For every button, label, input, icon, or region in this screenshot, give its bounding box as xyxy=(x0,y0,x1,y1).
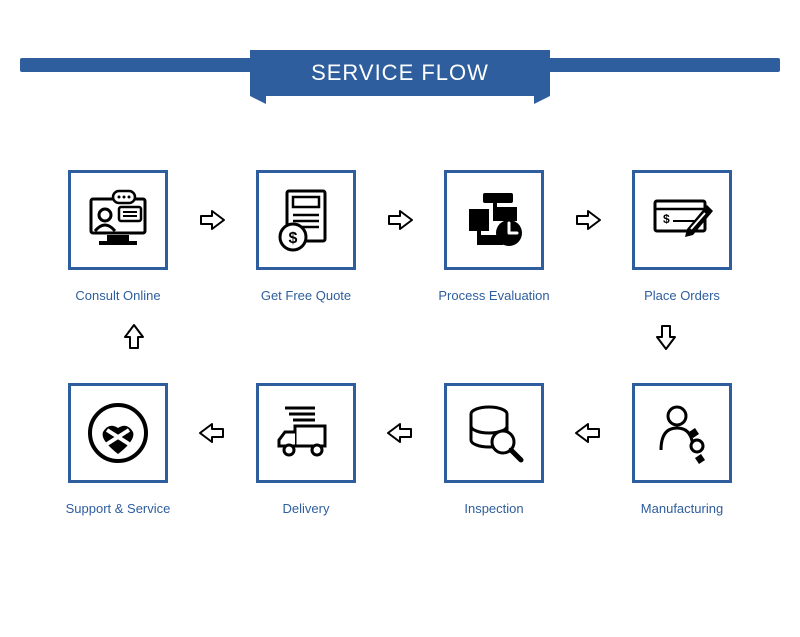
step-place-orders: Place Orders xyxy=(617,170,747,303)
step-label: Place Orders xyxy=(644,288,720,303)
step-consult-online: Consult Online xyxy=(53,170,183,303)
flow-row-2: Support & Service Delivery Inspection Ma… xyxy=(0,383,800,516)
card xyxy=(632,170,732,270)
card xyxy=(256,383,356,483)
step-label: Manufacturing xyxy=(641,501,723,516)
step-delivery: Delivery xyxy=(241,383,371,516)
card xyxy=(444,383,544,483)
arrow-left-icon xyxy=(383,383,417,483)
process-icon xyxy=(459,185,529,255)
arrow-left-icon xyxy=(195,383,229,483)
arrow-right-icon xyxy=(195,170,229,270)
card xyxy=(256,170,356,270)
step-label: Consult Online xyxy=(75,288,160,303)
title-banner: SERVICE FLOW xyxy=(0,50,800,105)
card xyxy=(444,170,544,270)
flow-row-1: Consult Online Get Free Quote Process Ev… xyxy=(0,170,800,303)
step-support-service: Support & Service xyxy=(53,383,183,516)
arrow-right-icon xyxy=(383,170,417,270)
arrow-up-icon xyxy=(119,322,149,352)
page-title: SERVICE FLOW xyxy=(250,50,550,96)
arrow-down-icon xyxy=(651,322,681,352)
inspection-icon xyxy=(459,398,529,468)
step-label: Get Free Quote xyxy=(261,288,351,303)
step-label: Inspection xyxy=(464,501,523,516)
step-label: Delivery xyxy=(283,501,330,516)
card xyxy=(632,383,732,483)
service-flow-diagram: Consult Online Get Free Quote Process Ev… xyxy=(0,170,800,516)
quote-icon xyxy=(271,185,341,255)
support-icon xyxy=(83,398,153,468)
card xyxy=(68,383,168,483)
step-label: Process Evaluation xyxy=(438,288,549,303)
step-label: Support & Service xyxy=(66,501,171,516)
consult-icon xyxy=(83,185,153,255)
manufacturing-icon xyxy=(647,398,717,468)
arrow-right-icon xyxy=(571,170,605,270)
step-process-evaluation: Process Evaluation xyxy=(429,170,559,303)
step-get-free-quote: Get Free Quote xyxy=(241,170,371,303)
step-inspection: Inspection xyxy=(429,383,559,516)
delivery-icon xyxy=(271,398,341,468)
step-manufacturing: Manufacturing xyxy=(617,383,747,516)
order-icon xyxy=(647,185,717,255)
arrow-left-icon xyxy=(571,383,605,483)
card xyxy=(68,170,168,270)
